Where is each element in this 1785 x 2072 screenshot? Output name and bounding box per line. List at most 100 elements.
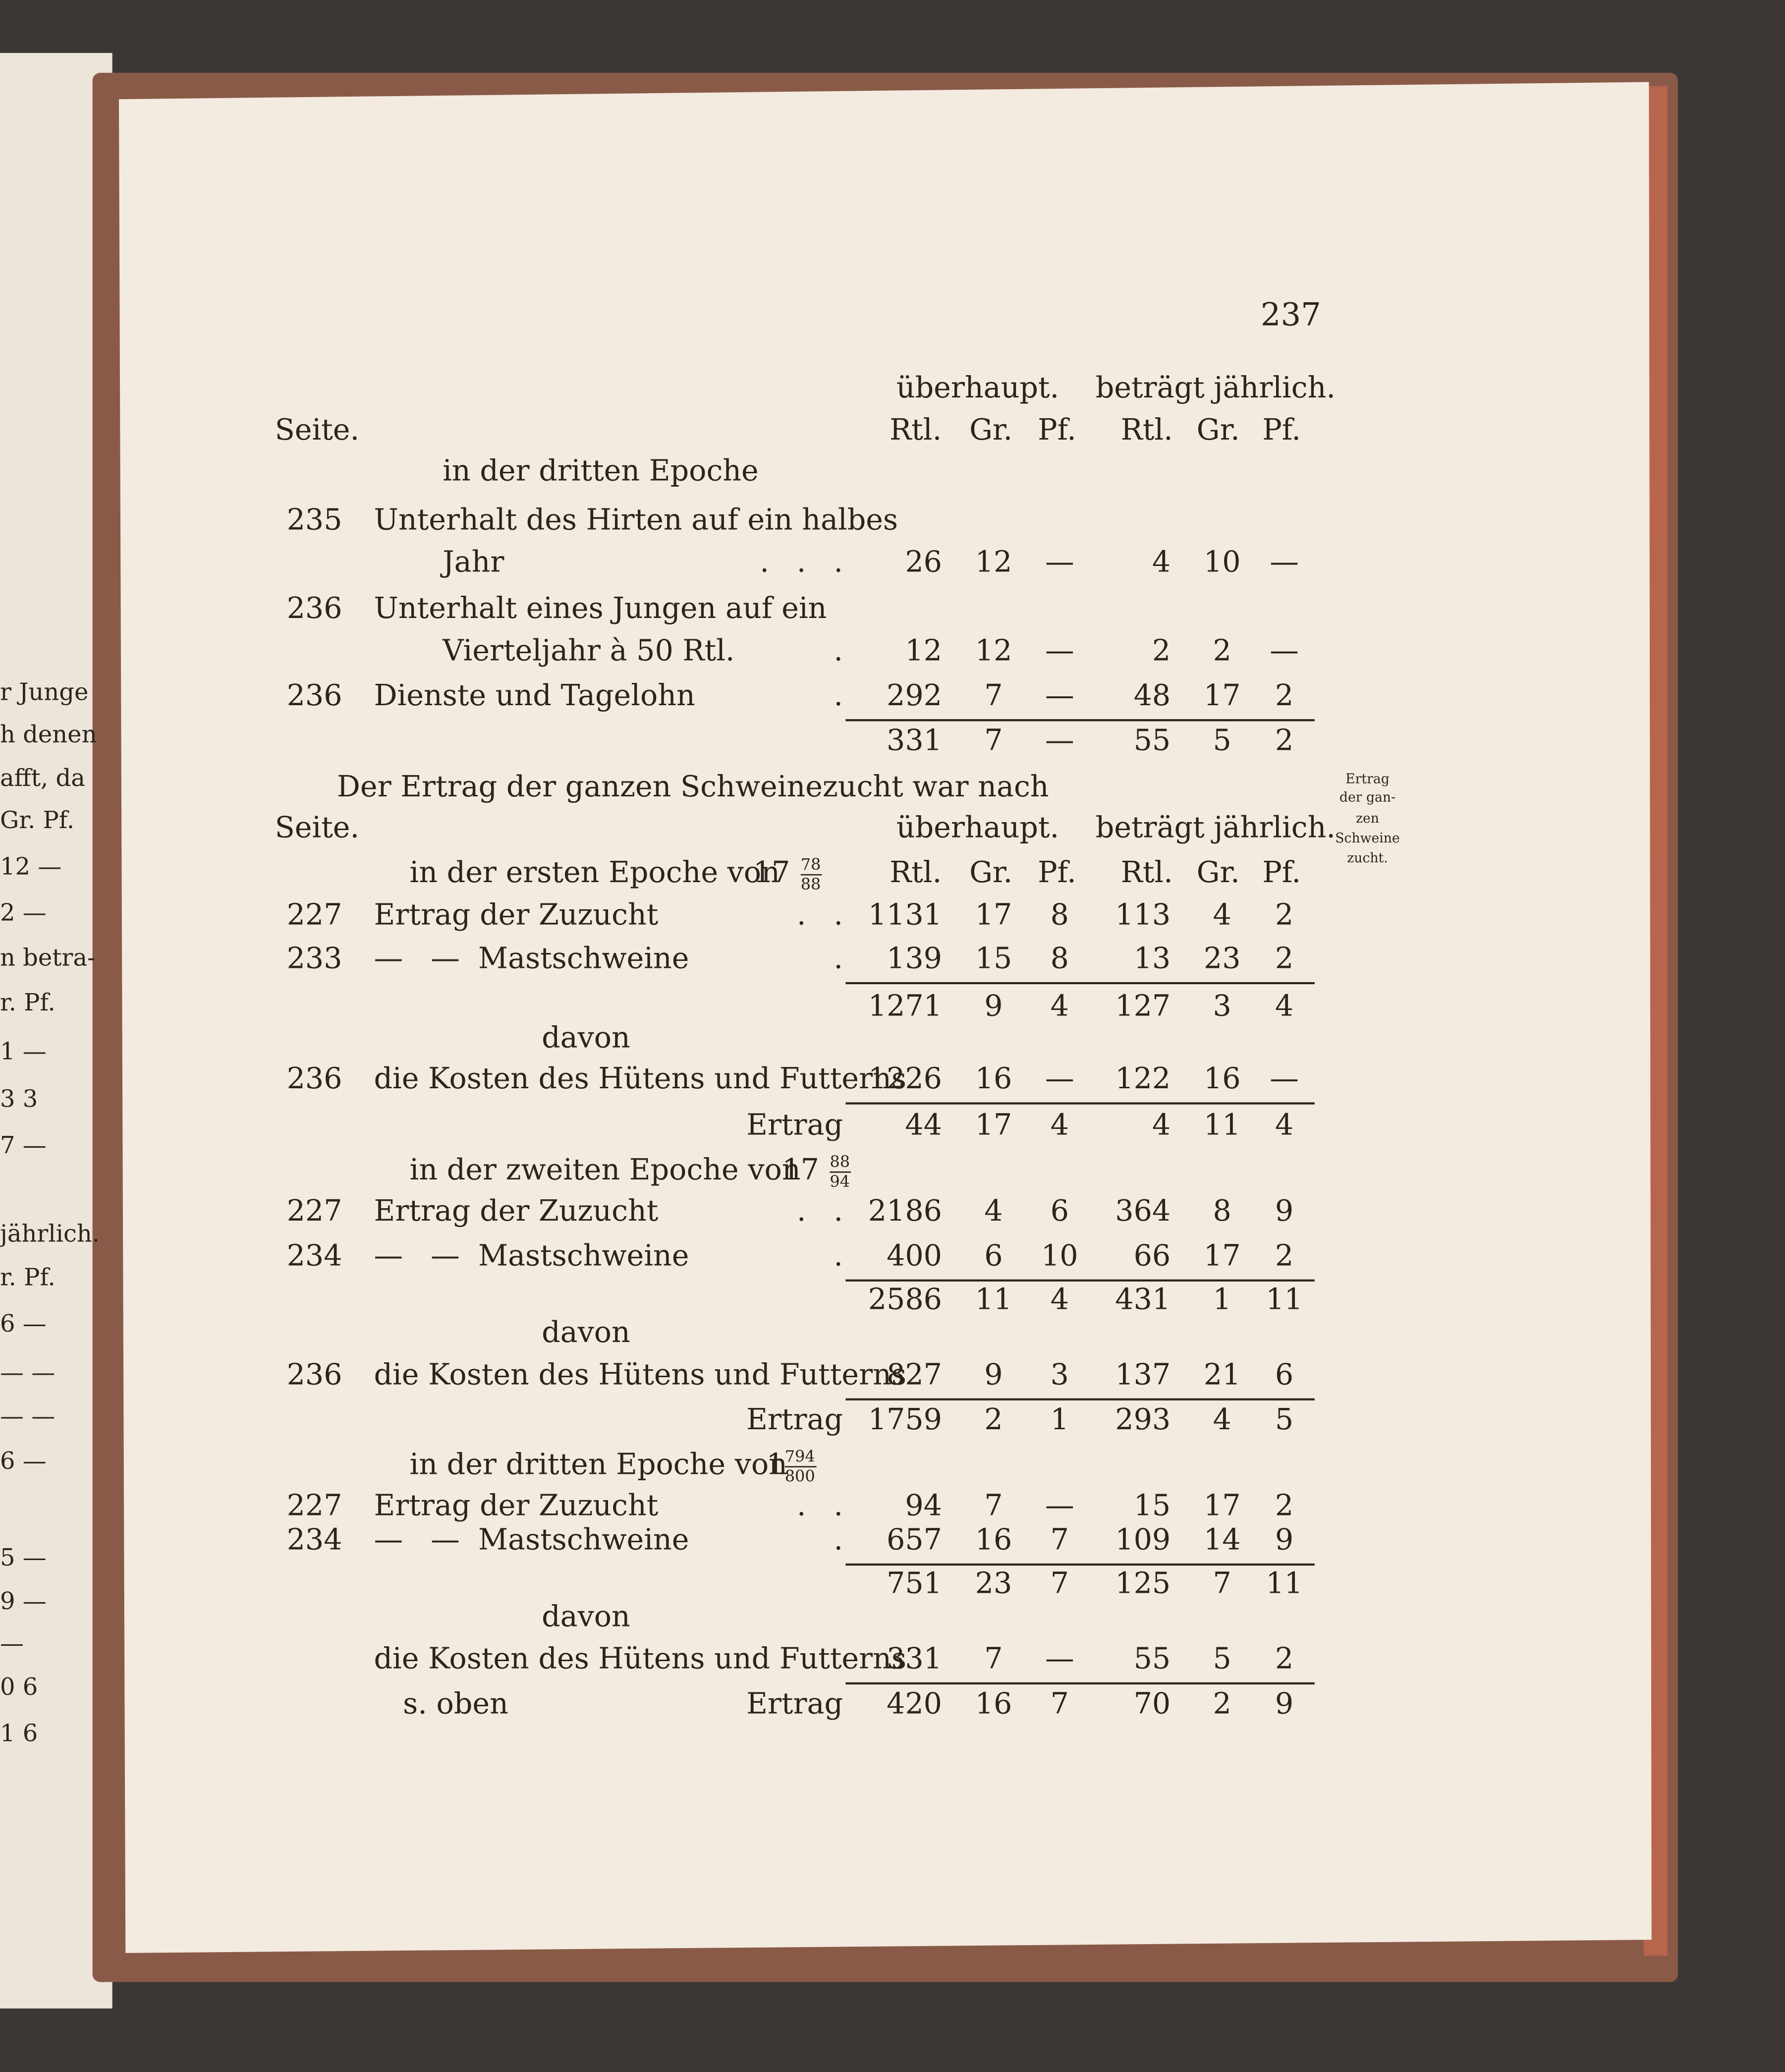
leader-dots: . . . <box>760 545 843 579</box>
column-header: überhaupt. <box>896 371 1059 404</box>
amount: 11 <box>1266 1282 1303 1316</box>
amount: 122 <box>1115 1062 1171 1095</box>
entry-text: die Kosten des Hütens und Futterns <box>374 1642 907 1676</box>
entry-text: Dienste und Tagelohn <box>374 678 695 712</box>
unit-header: Pf. <box>1038 855 1076 889</box>
leader-dots: . . <box>797 1194 843 1228</box>
column-header: beträgt jährlich. <box>1096 371 1336 404</box>
margin-note: der gan- <box>1339 790 1395 805</box>
amount: 44 <box>905 1108 942 1141</box>
amount: 16 <box>975 1686 1012 1720</box>
amount: 109 <box>1115 1523 1171 1557</box>
amount: 9 <box>1275 1686 1293 1720</box>
amount: 10 <box>1041 1238 1078 1272</box>
left-page-fragment: 9 — <box>0 1587 47 1615</box>
page-reference: 236 <box>287 1357 342 1391</box>
seite-header: Seite. <box>275 811 360 844</box>
amount: 15 <box>975 942 1012 975</box>
amount: 9 <box>1275 1194 1293 1228</box>
margin-note: zucht. <box>1347 850 1388 866</box>
amount: 2 <box>1213 633 1231 667</box>
amount: 7 <box>1051 1686 1069 1720</box>
amount: 2186 <box>868 1194 942 1228</box>
left-page-fragment: 5 — <box>0 1544 47 1571</box>
amount: 70 <box>1134 1686 1171 1720</box>
amount: 4 <box>1152 545 1171 579</box>
column-header: überhaupt. <box>896 811 1059 844</box>
left-page-fragment: 7 — <box>0 1131 47 1159</box>
left-page-fragment: 3 3 <box>0 1085 38 1113</box>
unit-header: Rtl. <box>1121 855 1173 889</box>
amount: 17 <box>1204 1488 1241 1522</box>
amount: 431 <box>1115 1282 1171 1316</box>
left-page-fragment: — — <box>0 1402 55 1430</box>
year-numerator: 88 <box>830 1152 850 1171</box>
page-reference: 236 <box>287 678 342 712</box>
amount: — <box>1045 724 1074 757</box>
amount: 127 <box>1115 989 1171 1023</box>
unit-header: Rtl. <box>890 855 942 889</box>
amount: 4 <box>1213 1402 1231 1436</box>
amount: 7 <box>1051 1523 1069 1557</box>
amount: 66 <box>1134 1238 1171 1272</box>
left-page-fragment: 12 — <box>0 852 61 880</box>
unit-header: Rtl. <box>1121 413 1173 447</box>
page-reference: 227 <box>287 1194 342 1228</box>
amount: — <box>1045 545 1074 579</box>
amount: 2 <box>1213 1686 1231 1720</box>
left-page-fragment: 1 — <box>0 1038 47 1065</box>
page-reference: 227 <box>287 1488 342 1522</box>
amount: 16 <box>975 1062 1012 1095</box>
year-numerator: 794 <box>785 1447 815 1466</box>
amount: — <box>1270 545 1299 579</box>
left-page-fragment: h denen <box>0 721 97 748</box>
entry-text: — — Mastschweine <box>374 1523 689 1557</box>
amount: 26 <box>905 545 942 579</box>
page-number: 237 <box>1261 297 1321 334</box>
amount: 48 <box>1134 678 1171 712</box>
amount: 2 <box>1152 633 1171 667</box>
amount: 4 <box>1213 898 1231 932</box>
leader-dots: . <box>834 1238 843 1272</box>
year-whole: 17 <box>753 855 790 889</box>
entry-text: davon <box>542 1315 630 1349</box>
amount: 14 <box>1204 1523 1241 1557</box>
amount: 2 <box>1275 678 1293 712</box>
year-numerator: 78 <box>801 855 821 874</box>
left-page-fragment: 6 — <box>0 1310 47 1338</box>
entry-text: Unterhalt eines Jungen auf ein <box>374 591 827 625</box>
year-denominator: 800 <box>785 1467 815 1486</box>
unit-header: Pf. <box>1038 413 1076 447</box>
year-whole: 1 <box>766 1448 784 1481</box>
amount: 8 <box>1051 942 1069 975</box>
unit-header: Pf. <box>1262 413 1301 447</box>
unit-header: Gr. <box>1197 413 1240 447</box>
entry-text: Ertrag der Zuzucht <box>374 1488 659 1522</box>
amount: 4 <box>1152 1108 1171 1141</box>
entry-text: s. oben <box>403 1686 508 1720</box>
amount: 7 <box>984 724 1003 757</box>
amount: 1759 <box>868 1402 942 1436</box>
amount: — <box>1045 678 1074 712</box>
amount: 10 <box>1204 545 1241 579</box>
amount: 12 <box>905 633 942 667</box>
amount: 15 <box>1134 1488 1171 1522</box>
amount: 1131 <box>868 898 942 932</box>
entry-text: die Kosten des Hütens und Futterns <box>374 1062 907 1095</box>
unit-header: Rtl. <box>890 413 942 447</box>
amount: 6 <box>984 1238 1003 1272</box>
amount: 6 <box>1051 1194 1069 1228</box>
left-page-text: r Junge h denen afft, da Gr. Pf. 12 — 2 — n be… <box>0 678 100 1747</box>
left-page-fragment: r. Pf. <box>0 1264 56 1291</box>
entry-text: davon <box>542 1021 630 1055</box>
amount: 5 <box>1275 1402 1293 1436</box>
left-page-fragment: jährlich. <box>0 1220 100 1248</box>
amount: 11 <box>975 1282 1012 1316</box>
leader-dots: . <box>834 1523 843 1557</box>
amount: 2586 <box>868 1282 942 1316</box>
amount: 5 <box>1213 724 1231 757</box>
leader-dots: . . <box>797 1488 843 1522</box>
left-page-fragment: 2 — <box>0 899 47 927</box>
amount: 1271 <box>868 989 942 1023</box>
entry-text: Jahr <box>440 545 504 579</box>
